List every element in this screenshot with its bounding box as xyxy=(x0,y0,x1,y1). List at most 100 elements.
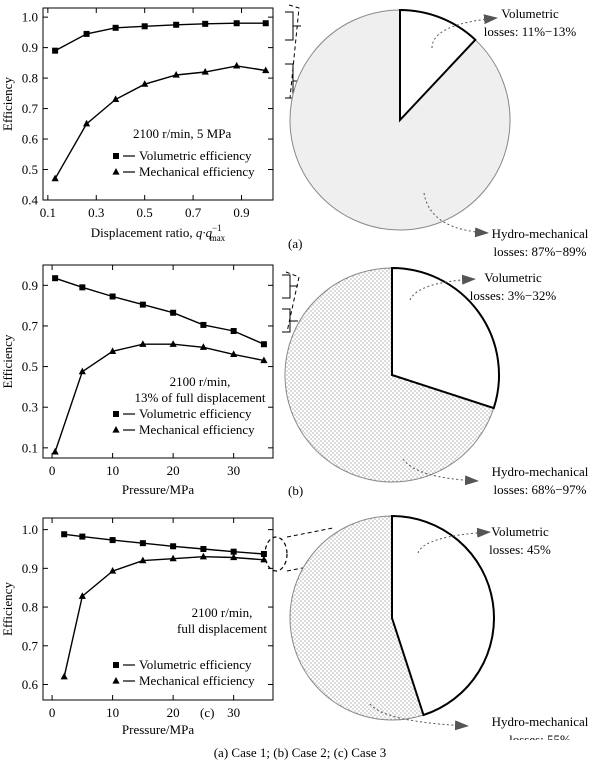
y-tick-label: 1.0 xyxy=(22,10,38,25)
pie-label-volumetric-title: Volumetric xyxy=(491,524,549,539)
data-point-triangle xyxy=(172,71,180,78)
x-tick-label: 20 xyxy=(167,705,180,720)
y-tick-label: 0.4 xyxy=(22,193,39,208)
data-point-square xyxy=(202,20,209,27)
callout-arrow-hydro xyxy=(369,703,469,731)
data-point-triangle xyxy=(230,350,238,357)
data-point-square xyxy=(83,30,90,37)
pie-slice-volumetric xyxy=(391,266,500,410)
panel-2: 0 10 20 30 0.1 0.3 0.5 0.7 0.9 Efficiency Pressure… xyxy=(0,264,589,498)
series-line-triangle xyxy=(54,343,265,453)
data-point-triangle xyxy=(199,552,207,560)
x-tick-label: 0.9 xyxy=(233,205,249,220)
data-point-square xyxy=(79,284,86,291)
panel-1: 0.1 0.3 0.5 0.7 0.9 0.4 0.5 0.6 0.7 0.8 0.9 1.0 Effi… xyxy=(0,4,589,259)
y-tick-label: 0.5 xyxy=(22,359,38,374)
panel-label: (a) xyxy=(288,236,302,251)
panel-label: (c) xyxy=(200,705,214,720)
pie-slice-volumetric xyxy=(391,514,495,717)
panel-label: (b) xyxy=(288,483,303,498)
data-point-square xyxy=(109,293,116,300)
legend-marker-triangle xyxy=(112,426,120,433)
y-tick-label: 1.0 xyxy=(22,522,38,537)
data-point-triangle xyxy=(78,367,86,375)
data-point-triangle xyxy=(139,340,147,347)
y-tick-label: 0.3 xyxy=(22,400,38,415)
x-tick-label: 10 xyxy=(106,463,119,478)
data-point-triangle xyxy=(51,447,59,455)
series-line-triangle xyxy=(63,555,264,677)
data-point-triangle xyxy=(230,553,238,561)
data-point-square xyxy=(170,543,177,550)
data-point-triangle xyxy=(109,347,117,354)
data-point-square xyxy=(262,20,269,27)
dashed-connector xyxy=(285,271,300,333)
plot-frame xyxy=(42,7,274,201)
pie-label-hydro-value: losses: 87%−89% xyxy=(494,244,587,259)
pie-label-hydro-title: Hydro-mechanical xyxy=(492,226,589,241)
x-axis-label-sub: max xyxy=(210,233,226,243)
data-point-triangle xyxy=(139,556,147,564)
legend-label: Mechanical efficiency xyxy=(139,164,255,179)
data-point-square xyxy=(230,328,237,335)
data-point-square xyxy=(173,21,180,28)
y-tick-label: 0.9 xyxy=(22,561,38,576)
legend-marker-square xyxy=(113,153,119,159)
x-axis-label: Displacement ratio, q·q−1 max xyxy=(91,223,226,243)
data-point-triangle xyxy=(141,80,149,87)
y-tick-label: 0.6 xyxy=(22,132,39,147)
data-point-triangle xyxy=(112,95,120,103)
pie-label-volumetric-value: losses: 3%−32% xyxy=(470,288,557,303)
legend-label: Mechanical efficiency xyxy=(139,422,255,437)
legend-label: Mechanical efficiency xyxy=(139,673,255,688)
data-point-triangle xyxy=(109,567,117,574)
data-point-square xyxy=(170,309,177,316)
data-point-square xyxy=(52,47,59,54)
y-axis-label: Efficiency xyxy=(0,334,15,388)
series-line-square xyxy=(54,22,266,52)
pie-label-volumetric-title: Volumetric xyxy=(501,6,559,21)
data-point-square xyxy=(52,275,59,282)
data-point-triangle xyxy=(78,592,86,599)
bracket-mark xyxy=(282,274,298,333)
data-point-square xyxy=(230,548,237,555)
y-tick-label: 0.8 xyxy=(22,600,38,615)
figure-caption: (a) Case 1; (b) Case 2; (c) Case 3 xyxy=(213,745,387,760)
y-tick-label: 0.9 xyxy=(22,40,38,55)
data-point-square xyxy=(141,23,148,30)
data-point-square xyxy=(200,545,207,552)
y-tick-label: 0.8 xyxy=(22,71,38,86)
x-axis-label-main: Pressure/MPa xyxy=(122,722,194,737)
plot-frame xyxy=(42,264,274,459)
y-tick-label: 0.7 xyxy=(22,638,39,653)
legend-marker-triangle xyxy=(112,168,120,175)
x-axis-label-sup: −1 xyxy=(212,223,222,233)
y-axis-label: Efficiency xyxy=(0,582,15,636)
panel-3: 0 10 20 30 0.6 0.7 0.8 0.9 1.0 Efficiency Pressure… xyxy=(0,514,589,747)
data-point-square xyxy=(139,540,146,547)
x-axis-label: Pressure/MPa xyxy=(122,722,194,737)
y-tick-label: 0.6 xyxy=(22,677,39,692)
data-point-triangle xyxy=(60,672,68,680)
pie-slice-hydro-mechanical xyxy=(284,267,495,483)
data-point-triangle xyxy=(260,356,268,364)
x-tick-label: 30 xyxy=(227,705,240,720)
y-tick-label: 0.5 xyxy=(22,162,38,177)
legend-marker-square xyxy=(113,411,119,417)
annotation-text: 2100 r/min, xyxy=(170,374,231,389)
y-tick-label: 0.9 xyxy=(22,278,38,293)
x-tick-label: 20 xyxy=(167,463,180,478)
pie-slice-volumetric xyxy=(399,8,477,123)
data-point-triangle xyxy=(169,554,177,562)
legend-label: Volumetric efficiency xyxy=(139,657,252,672)
callout-arrow-hydro xyxy=(402,458,479,486)
data-point-square xyxy=(79,533,86,540)
legend-label: Volumetric efficiency xyxy=(139,406,252,421)
data-point-triangle xyxy=(169,340,177,347)
data-point-square xyxy=(260,341,267,348)
plot-frame xyxy=(42,517,274,701)
data-point-square xyxy=(139,301,146,308)
x-tick-label: 0 xyxy=(49,463,56,478)
pie-label-hydro-value: losses: 55% xyxy=(509,732,571,740)
